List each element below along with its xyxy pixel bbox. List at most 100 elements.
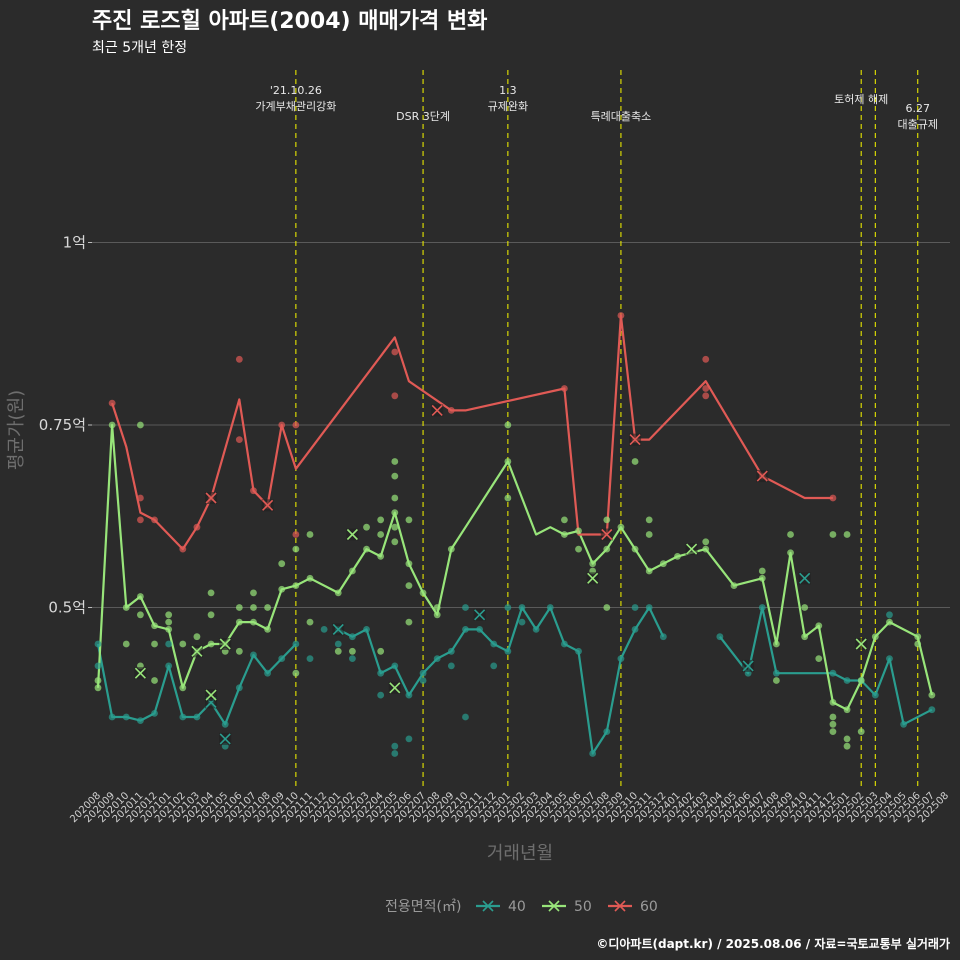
data-point-50: [306, 574, 314, 582]
data-point-50: [787, 549, 794, 557]
annotation-text: 특례대출축소: [591, 110, 652, 123]
caption: ©디아파트(dapt.kr) / 2025.08.06 / 자료=국토교통부 실…: [596, 936, 950, 951]
data-point-50: [235, 618, 243, 626]
data-point-40: [278, 655, 286, 662]
data-point-40: [476, 626, 483, 633]
data-point-50: [405, 582, 413, 589]
cross-mark-50: [855, 638, 867, 650]
data-point-40: [829, 669, 837, 677]
data-point-40: [490, 640, 498, 648]
data-point-50: [659, 560, 667, 568]
data-point-40: [250, 651, 257, 659]
legend-cross-60: [614, 900, 626, 912]
data-point-40: [377, 669, 385, 677]
data-points: [94, 312, 936, 757]
data-point-50: [377, 647, 385, 655]
data-point-50: [758, 567, 766, 575]
data-point-40: [264, 669, 271, 677]
data-point-40: [391, 662, 399, 670]
data-point-40: [108, 713, 116, 721]
data-point-50: [857, 677, 865, 684]
data-point-60: [702, 392, 710, 400]
data-point-40: [462, 604, 469, 611]
legend-label-60: 60: [640, 899, 658, 915]
data-point-50: [504, 458, 512, 465]
cross-mark-50: [219, 638, 231, 650]
data-point-50: [645, 516, 653, 524]
data-point-50: [137, 421, 144, 429]
y-tick-label: 1억: [63, 234, 86, 252]
data-point-60: [391, 348, 399, 356]
data-point-60: [391, 392, 399, 400]
data-point-50: [674, 553, 681, 560]
data-point-60: [179, 545, 187, 553]
data-point-50: [235, 604, 243, 611]
data-point-50: [165, 611, 173, 619]
data-point-50: [391, 458, 399, 465]
data-point-40: [391, 750, 399, 757]
data-point-40: [617, 655, 625, 662]
data-point-50: [589, 560, 597, 568]
data-point-40: [179, 713, 187, 721]
data-point-50: [165, 626, 173, 633]
data-point-60: [137, 494, 144, 502]
data-point-50: [391, 538, 399, 546]
data-point-50: [603, 604, 611, 611]
data-point-50: [122, 604, 130, 611]
data-point-50: [914, 640, 922, 648]
data-point-50: [617, 523, 625, 531]
data-point-50: [292, 545, 300, 553]
legend-label-40: 40: [508, 899, 526, 915]
data-point-60: [151, 516, 158, 524]
data-point-50: [575, 527, 582, 535]
data-point-50: [857, 728, 865, 735]
chart-title: 주진 로즈힐 아파트(2004) 매매가격 변화: [92, 9, 487, 34]
data-point-50: [829, 720, 837, 728]
data-point-40: [589, 750, 597, 757]
data-point-50: [391, 472, 399, 480]
data-point-40: [447, 647, 455, 655]
data-point-40: [433, 655, 441, 662]
data-point-40: [603, 728, 611, 735]
cross-mark-50: [205, 689, 217, 701]
data-point-40: [886, 655, 893, 662]
data-point-50: [377, 553, 385, 560]
data-point-40: [518, 618, 526, 626]
data-point-50: [829, 531, 837, 538]
data-point-50: [122, 640, 130, 648]
data-point-50: [250, 604, 257, 611]
data-point-50: [504, 421, 512, 429]
annotation-text: '21.10.26: [270, 84, 322, 97]
data-point-40: [419, 669, 427, 677]
cross-mark-40: [332, 623, 344, 635]
data-point-50: [561, 516, 568, 524]
data-point-50: [758, 574, 766, 582]
data-point-60: [278, 421, 286, 429]
data-point-40: [773, 669, 780, 677]
data-point-40: [221, 720, 229, 728]
data-point-40: [419, 677, 427, 684]
data-point-50: [843, 706, 851, 714]
data-point-40: [546, 604, 554, 611]
cross-mark-60: [431, 404, 443, 416]
data-point-50: [843, 742, 851, 750]
data-point-50: [631, 545, 639, 553]
data-point-40: [490, 662, 498, 670]
data-point-50: [179, 640, 187, 648]
data-point-50: [631, 458, 639, 465]
legend-cross-50: [548, 900, 560, 912]
data-point-40: [462, 626, 469, 633]
data-point-50: [504, 494, 512, 502]
data-point-50: [801, 633, 809, 641]
data-point-40: [235, 684, 243, 692]
data-point-40: [94, 640, 102, 648]
data-point-60: [292, 421, 300, 429]
data-point-50: [165, 618, 173, 626]
cross-mark-40: [474, 609, 486, 621]
data-point-40: [193, 713, 201, 721]
data-point-60: [235, 355, 243, 363]
data-point-60: [702, 355, 710, 363]
data-point-50: [843, 531, 851, 538]
data-point-50: [278, 585, 286, 593]
